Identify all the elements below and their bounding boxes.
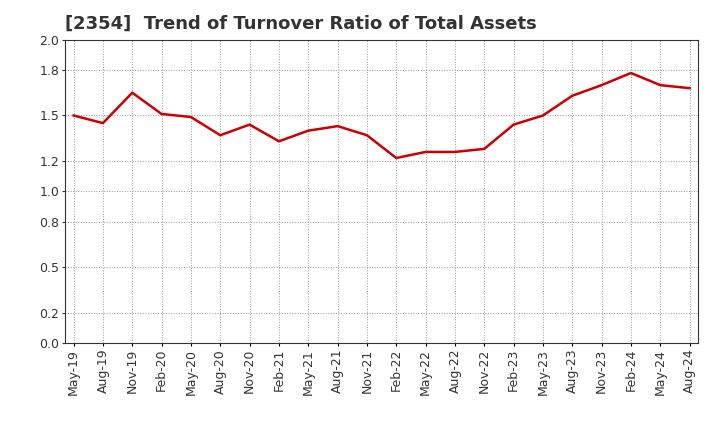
Text: [2354]  Trend of Turnover Ratio of Total Assets: [2354] Trend of Turnover Ratio of Total …	[65, 15, 536, 33]
